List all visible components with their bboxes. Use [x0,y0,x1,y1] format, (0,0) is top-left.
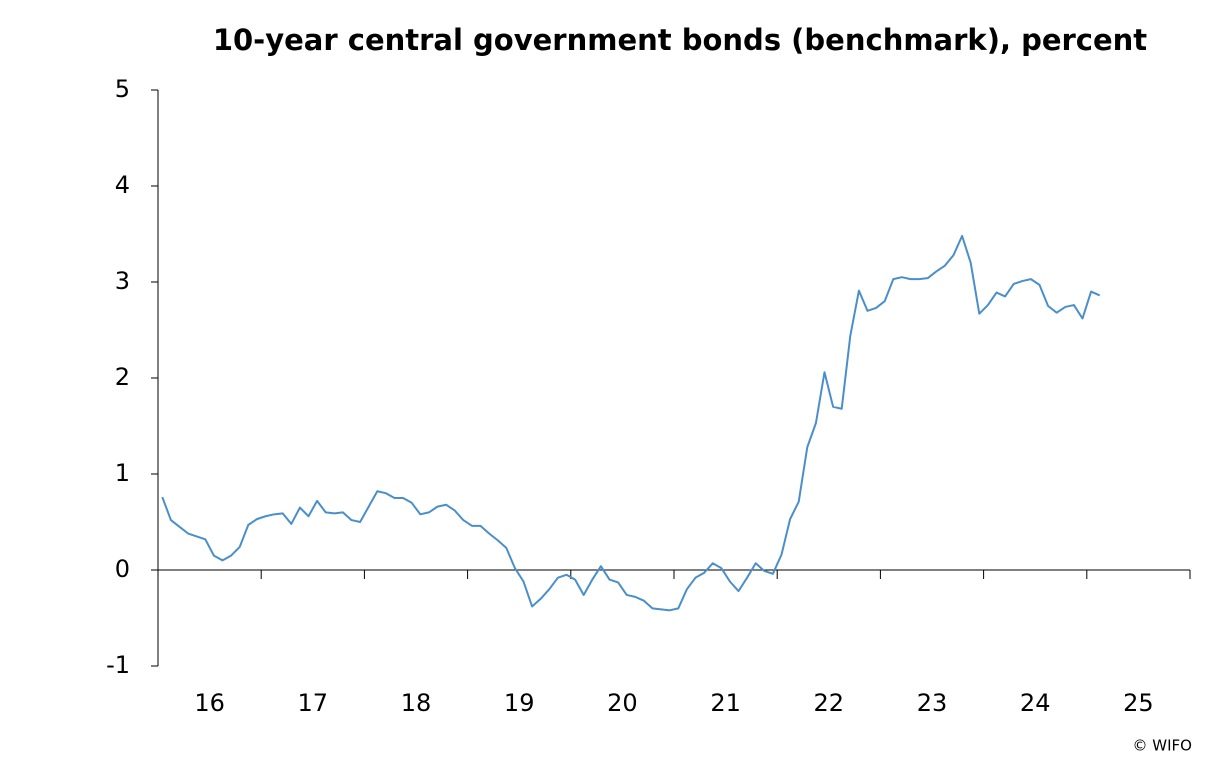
x-tick-label: 25 [1123,689,1154,717]
x-tick-label: 18 [401,689,432,717]
y-tick-label: 5 [115,75,130,103]
x-tick-label: 22 [814,689,845,717]
x-tick-label: 19 [504,689,535,717]
x-tick-label: 17 [298,689,329,717]
y-tick-label: 2 [115,363,130,391]
x-tick-label: 23 [917,689,948,717]
y-tick-label: -1 [106,651,130,679]
y-tick-label: 1 [115,459,130,487]
chart-title: 10-year central government bonds (benchm… [213,23,1147,57]
y-tick-label: 3 [115,267,130,295]
x-tick-label: 24 [1020,689,1051,717]
x-tick-label: 21 [710,689,741,717]
line-series [161,234,1101,612]
copyright: © WIFO [1133,737,1192,755]
x-tick-label: 20 [607,689,638,717]
x-tick-label: 16 [194,689,225,717]
y-tick-label: 0 [115,555,130,583]
y-tick-label: 4 [115,171,130,199]
